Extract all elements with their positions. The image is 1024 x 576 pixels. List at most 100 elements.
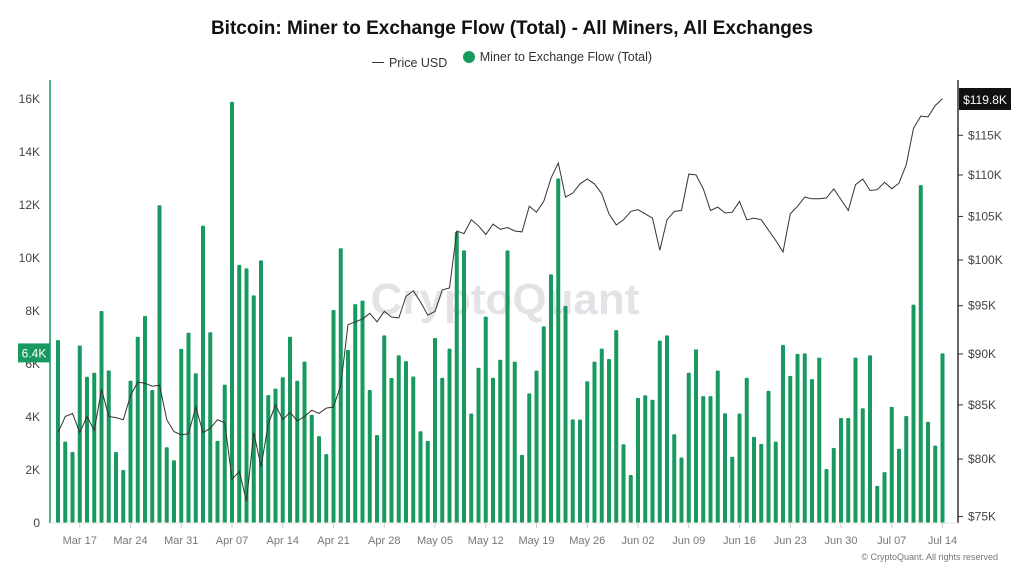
right-tick-label: $110K [968,168,1002,182]
right-axis-ticks: $75K $80K $85K $90K $95K $100K $105K $110K $115K [958,128,1003,524]
x-tick-label: Apr 14 [267,535,299,547]
right-tick-label: $85K [968,398,996,412]
flow-bar [810,379,814,523]
flow-bar [382,335,387,523]
flow-bar [411,376,416,523]
flow-bar [230,101,234,523]
right-last-value-badge: $119.8K [959,88,1011,110]
flow-bar [737,413,742,523]
flow-bar [599,348,604,523]
flow-bar [70,451,75,523]
flow-bar [701,396,706,523]
x-tick-label: May 26 [569,535,605,547]
flow-bar [621,444,626,523]
flow-bar [367,389,372,523]
left-tick-label: 12K [19,198,40,212]
flow-bar [440,377,445,523]
flow-bar [541,326,546,523]
flow-bar [773,441,778,523]
flow-bar [672,434,677,523]
right-tick-label: $90K [968,347,996,361]
flow-bar [730,456,735,523]
flow-bar [846,418,851,523]
flow-bar [607,358,611,523]
left-tick-label: 8K [25,304,40,318]
flow-bar [331,309,336,523]
flow-bar [723,413,727,523]
x-tick-label: Apr 21 [317,535,349,547]
x-tick-label: Jul 14 [928,535,957,547]
bar-series [56,101,945,524]
flow-bar [802,353,807,523]
x-tick-label: Apr 07 [216,535,248,547]
left-tick-label: 16K [19,92,40,106]
x-tick-label: Jun 02 [621,535,654,547]
flow-bar [353,304,358,523]
flow-bar [694,349,698,523]
flow-bar [389,378,394,523]
flow-bar [585,381,590,523]
flow-bar [853,357,858,523]
flow-bar [839,418,843,523]
flow-bar [215,440,220,523]
legend-item-price[interactable]: Price USD [371,55,448,70]
flow-bar [309,414,314,523]
right-tick-label: $75K [968,510,996,524]
right-tick-label: $95K [968,299,996,313]
flow-bar [164,447,169,523]
left-tick-label: 2K [25,463,40,477]
flow-bar [150,389,155,523]
flow-bar [744,377,749,523]
x-tick-label: Apr 28 [368,535,400,547]
flow-bar [715,370,720,523]
flow-bar [433,338,437,523]
flow-bar [201,225,205,524]
right-last-value: $119.8K [963,93,1007,107]
x-tick-label: May 19 [518,535,554,547]
flow-bar [570,419,575,523]
flow-bar [788,375,793,523]
flow-bar [766,390,771,523]
flow-bar [454,232,459,523]
x-tick-label: Mar 24 [113,535,147,547]
flow-bar [657,340,662,523]
flow-bar [483,316,488,523]
flow-bar [918,185,923,523]
flow-bar [860,408,865,523]
flow-bar [469,413,474,523]
left-tick-label: 10K [19,251,40,265]
flow-bar [897,448,901,523]
flow-bar [636,397,640,523]
flow-bar [324,454,329,523]
flow-bar [665,335,669,523]
flow-bar [143,316,147,523]
flow-bar [85,376,89,523]
legend-label-price: Price USD [388,55,448,70]
flow-bar [643,395,648,523]
flow-bar [512,361,517,523]
right-tick-label: $105K [968,209,1003,223]
flow-bar [302,361,307,523]
flow-bar [360,300,365,523]
flow-bar [831,448,836,523]
legend-item-flow[interactable]: Miner to Exchange Flow (Total) [462,50,652,64]
flow-bar [614,330,619,523]
flow-bar [527,393,532,523]
line-swatch-icon [371,62,384,63]
left-last-value-badge: 6.4K [18,343,50,363]
flow-bar [592,361,597,523]
flow-bar [781,344,785,523]
x-tick-label: Jun 09 [672,535,705,547]
price-line [57,98,943,502]
flow-bar [875,485,880,523]
x-tick-label: Mar 31 [164,535,198,547]
flow-bar [135,336,140,523]
legend: Price USD Miner to Exchange Flow (Total) [0,50,1024,70]
x-axis-ticks: Mar 17 Mar 24 Mar 31 Apr 07 Apr 14 Apr 21 Apr … [63,523,957,547]
flow-bar [759,444,764,523]
left-tick-label: 0 [33,516,40,530]
flow-bar [280,377,285,523]
flow-bar [882,472,887,523]
flow-bar [686,372,691,523]
